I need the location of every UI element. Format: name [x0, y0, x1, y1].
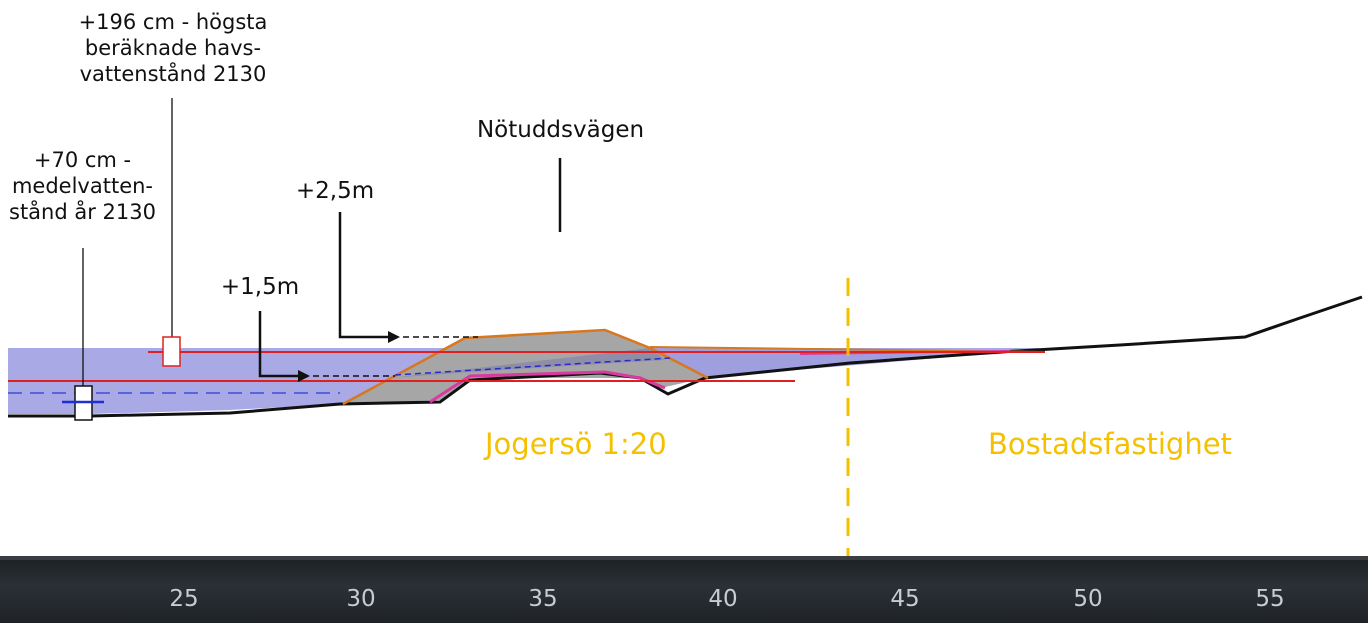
- blue-dashed-inner: [394, 357, 671, 376]
- high-water-label-line-2: beräknade havs-: [84, 36, 262, 60]
- axis-tick-30: 30: [346, 586, 376, 612]
- axis-tick-55: 55: [1255, 586, 1285, 612]
- level-25-label: +2,5m: [295, 178, 375, 204]
- axis-tick-50: 50: [1073, 586, 1103, 612]
- level-15-label: +1,5m: [220, 274, 300, 300]
- axis-tick-25: 25: [169, 586, 199, 612]
- level-25-arrow: [338, 212, 390, 339]
- road-label: Nötuddsvägen: [476, 117, 645, 143]
- level-15-arrow: [258, 311, 300, 378]
- high-water-label-line-1: +196 cm - högsta: [78, 10, 268, 34]
- high-water-marker: [162, 336, 181, 367]
- axis-tick-45: 45: [890, 586, 920, 612]
- level-15-arrowhead: [298, 370, 310, 382]
- mean-water-label: +70 cm - medelvatten- stånd år 2130: [0, 147, 165, 225]
- mean-water-label-line-3: stånd år 2130: [9, 200, 156, 224]
- water-wedge: [640, 348, 1010, 378]
- zone-left-label: Jogersö 1:20: [485, 427, 667, 461]
- high-water-label: +196 cm - högsta beräknade havs- vattens…: [62, 9, 284, 87]
- mean-water-label-line-1: +70 cm -: [33, 148, 132, 172]
- level-25-arrowhead: [388, 331, 400, 343]
- axis-tick-35: 35: [528, 586, 558, 612]
- mean-water-label-line-2: medelvatten-: [11, 174, 154, 198]
- ground-line: [8, 295, 1363, 418]
- zone-right-label: Bostadsfastighet: [988, 427, 1232, 461]
- distance-axis-bar: [0, 556, 1368, 623]
- axis-tick-40: 40: [708, 586, 738, 612]
- high-water-label-line-3: vattenstånd 2130: [79, 62, 267, 86]
